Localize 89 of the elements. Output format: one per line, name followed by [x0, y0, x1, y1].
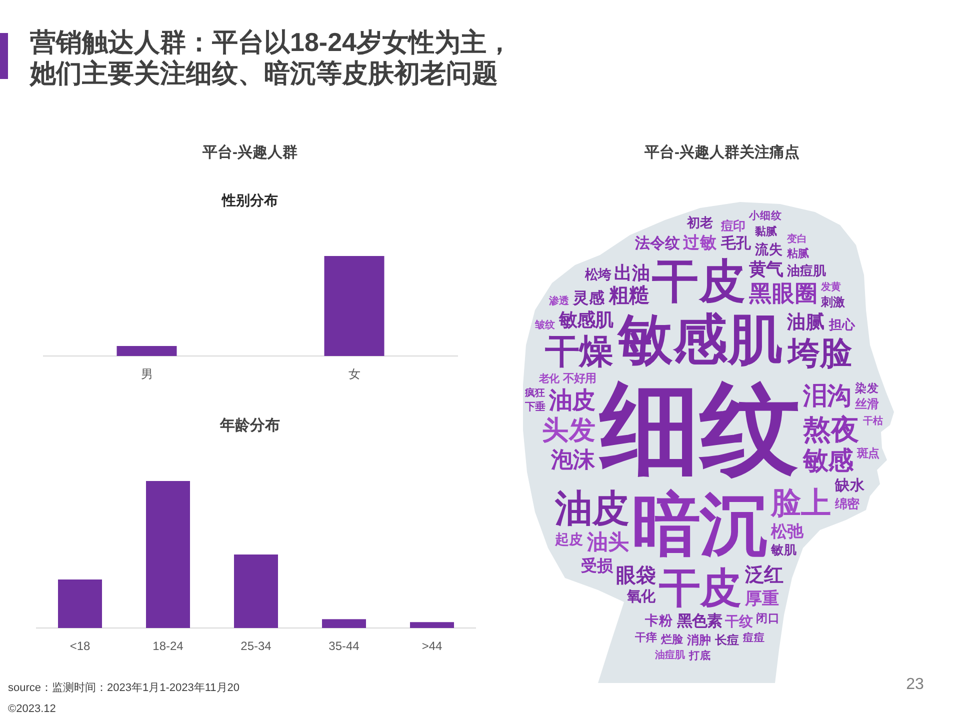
- category-label: 担心: [828, 317, 856, 332]
- category-label: 敏感: [802, 447, 854, 475]
- category-label: 敏感肌: [558, 309, 613, 330]
- category-label: 松垮: [584, 267, 612, 282]
- category-label: 刺激: [820, 295, 846, 309]
- category-label: 起皮: [554, 531, 583, 547]
- category-label: 油皮: [548, 387, 595, 413]
- category-label: 黑色素: [676, 613, 722, 630]
- x-tick-label: 25-34: [240, 639, 272, 653]
- bar: [322, 619, 366, 628]
- category-label: 熬夜: [802, 413, 859, 445]
- category-label: 老化: [538, 373, 560, 385]
- category-label: 长痘: [714, 633, 739, 647]
- category-label: 细纹: [598, 373, 800, 485]
- category-label: 渗透: [548, 295, 570, 307]
- category-label: 闭口: [756, 611, 780, 625]
- category-label: 流失: [754, 241, 784, 257]
- category-label: 干皮: [652, 255, 746, 307]
- chart-title: 平台-兴趣人群: [202, 144, 298, 161]
- category-label: 打底: [688, 649, 711, 662]
- category-label: 黄气: [748, 259, 783, 279]
- category-label: 厚重: [744, 589, 779, 608]
- category-label: 敏感肌: [616, 309, 783, 370]
- category-label: 痘痘: [742, 631, 765, 644]
- source-note: source：监测时间：2023年1月1-2023年11月20: [8, 681, 240, 694]
- category-label: 泡沫: [550, 447, 596, 472]
- text: 平台-兴趣人群关注痛点: [644, 143, 800, 161]
- category-label: 变白: [786, 233, 807, 245]
- category-label: 出油: [614, 263, 650, 283]
- text: ©2023.12: [8, 703, 56, 715]
- category-label: 毛孔: [720, 235, 752, 252]
- category-label: 敏肌: [770, 543, 797, 557]
- chart-subtitle: 性别分布: [221, 192, 278, 208]
- bar: [410, 622, 454, 628]
- category-label: 过敏: [682, 233, 718, 252]
- x-tick-label: <18: [70, 639, 90, 653]
- text: 营销触达人群：平台以18-24岁女性为主，她们主要关注细纹、暗沉等皮肤初老问题: [29, 27, 512, 88]
- category-label: 油痘肌: [654, 649, 685, 661]
- x-tick-label: 女: [348, 367, 360, 381]
- category-label: 烂脸: [660, 633, 684, 646]
- bar: [234, 554, 278, 628]
- category-label: 暗沉: [632, 487, 768, 563]
- category-label: 油痘肌: [786, 263, 826, 278]
- text: 23: [906, 676, 924, 693]
- category-label: 干痒: [634, 631, 657, 644]
- chart-title: 年龄分布: [219, 417, 280, 434]
- category-label: 氧化: [626, 589, 656, 605]
- category-label: 黑眼圈: [748, 281, 818, 306]
- category-label: 粘腻: [786, 247, 809, 260]
- category-label: 消肿: [686, 633, 711, 647]
- category-label: 松弛: [770, 523, 804, 541]
- x-tick-label: 35-44: [328, 639, 360, 653]
- category-label: 脸上: [770, 487, 831, 520]
- category-label: 法令纹: [634, 235, 680, 252]
- category-label: 染发: [854, 381, 879, 395]
- category-label: 干燥: [544, 333, 613, 371]
- category-label: 斑点: [856, 447, 879, 460]
- category-label: 受损: [580, 557, 614, 575]
- category-label: 干纹: [724, 613, 753, 629]
- category-label: 泛红: [744, 565, 783, 586]
- category-label: 绵密: [834, 497, 860, 511]
- category-label: 垮脸: [786, 335, 853, 371]
- bar: [146, 481, 190, 628]
- x-tick-label: >44: [422, 639, 442, 653]
- category-label: 泪沟: [802, 383, 851, 410]
- category-label: 下垂: [524, 401, 545, 413]
- category-label: 缺水: [834, 477, 866, 494]
- category-label: 卡粉: [644, 613, 674, 628]
- category-label: 干皮: [658, 565, 741, 611]
- category-label: 皱纹: [534, 319, 555, 331]
- category-label: 油头: [586, 531, 629, 554]
- category-label: 黏腻: [754, 225, 777, 238]
- x-tick-label: 男: [140, 367, 153, 381]
- category-label: 油腻: [786, 311, 825, 332]
- category-label: 眼袋: [616, 565, 656, 587]
- category-label: 灵感: [572, 289, 606, 307]
- category-label: 头发: [542, 415, 596, 445]
- category-label: 痘印: [720, 219, 745, 233]
- category-label: 油皮: [554, 487, 629, 529]
- bar: [58, 579, 102, 628]
- category-label: 丝滑: [854, 397, 879, 411]
- category-label: 初老: [686, 215, 713, 230]
- category-label: 小细纹: [748, 209, 782, 222]
- x-tick-label: 18-24: [152, 639, 184, 653]
- category-label: 发黄: [820, 281, 841, 293]
- category-label: 不好用: [562, 373, 596, 385]
- category-label: 疯狂: [524, 387, 545, 399]
- category-label: 粗糙: [608, 285, 650, 307]
- category-label: 干枯: [862, 415, 883, 427]
